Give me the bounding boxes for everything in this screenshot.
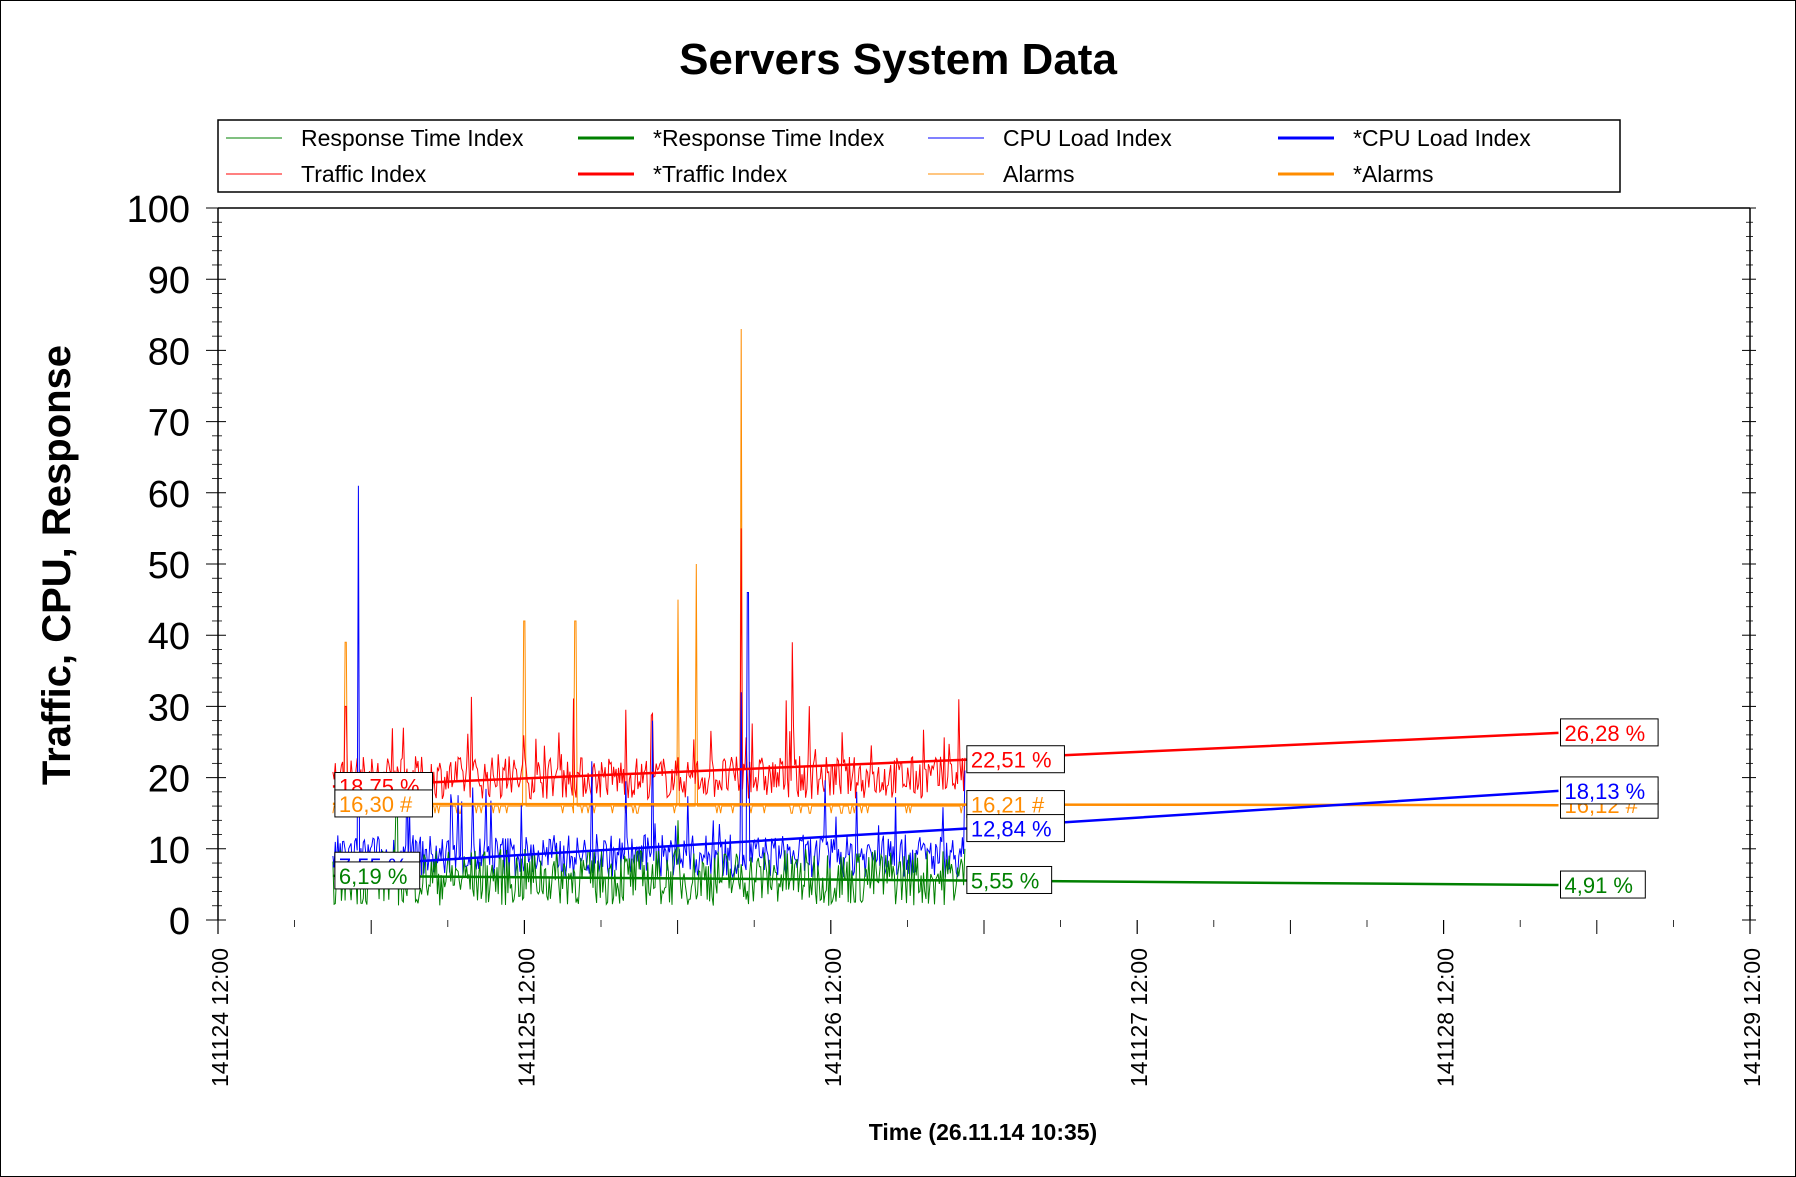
legend-item-label: Alarms [1003, 161, 1075, 187]
x-tick-label: 141124 12:00 [207, 948, 233, 1087]
x-tick-label: 141127 12:00 [1126, 948, 1152, 1087]
data-label-box [334, 861, 421, 890]
legend-box [217, 119, 1621, 193]
chart-title: Servers System Data [679, 35, 1117, 84]
x-tick-label: 141125 12:00 [513, 948, 539, 1087]
data-label: 4,91 % [1565, 873, 1634, 898]
data-label: 22,51 % [971, 748, 1052, 773]
y-tick-label: 0 [169, 901, 190, 943]
legend-item-label: *Response Time Index [653, 125, 885, 151]
y-tick-label: 100 [127, 189, 190, 231]
y-tick-label: 20 [148, 759, 190, 801]
data-label: 18,13 % [1565, 779, 1646, 804]
data-label: 16,21 # [971, 793, 1045, 818]
legend-item-label: Response Time Index [301, 125, 524, 151]
legend-item-label: *Alarms [1353, 161, 1434, 187]
plot-area: 0 10 20 30 40 50 60 70 80 90 100 141124 12:00 141125… [127, 189, 1765, 1087]
y-tick-label: 90 [148, 260, 190, 302]
y-tick-label: 80 [148, 331, 190, 373]
y-axis-label: Traffic, CPU, Response [35, 345, 79, 785]
trend-line-star-alarms [332, 802, 1559, 807]
trend-line-star-traffic-index [332, 731, 1559, 788]
data-label-box [966, 790, 1065, 819]
y-tick-label: 50 [148, 545, 190, 587]
data-label: 5,55 % [971, 868, 1040, 893]
legend-item-label: CPU Load Index [1003, 125, 1172, 151]
y-tick-label: 70 [148, 403, 190, 445]
data-label-box [1560, 870, 1646, 899]
data-label-box [966, 865, 1053, 894]
series-line-response-time-index [332, 798, 966, 906]
y-tick-label: 40 [148, 616, 190, 658]
data-label: 12,84 % [971, 817, 1052, 842]
x-tick-label: 141129 12:00 [1739, 948, 1765, 1087]
data-label-box [334, 789, 433, 818]
data-label-box [1560, 718, 1659, 747]
y-tick-label: 10 [148, 830, 190, 872]
data-label: 16,30 # [339, 792, 413, 817]
data-label: 26,28 % [1565, 721, 1646, 746]
series-line-traffic-index [332, 528, 966, 801]
y-tick-label: 60 [148, 474, 190, 516]
data-label-box [966, 814, 1065, 843]
legend-item-label: *Traffic Index [653, 161, 788, 187]
y-tick-label: 30 [148, 687, 190, 729]
x-tick-label: 141126 12:00 [820, 948, 846, 1087]
series-line-alarms [332, 328, 965, 814]
trend-line-star-cpu-load-index [332, 789, 1559, 868]
trend-line-star-response-time-index [332, 874, 1559, 887]
x-tick-label: 141128 12:00 [1433, 948, 1459, 1087]
data-label: 6,19 % [339, 864, 408, 889]
data-label-box [966, 745, 1065, 774]
legend-item-label: *CPU Load Index [1353, 125, 1531, 151]
x-axis-label: Time (26.11.14 10:35) [869, 1119, 1097, 1145]
legend: Response Time Index *Response Time Index C… [217, 119, 1621, 193]
legend-item-label: Traffic Index [301, 161, 427, 187]
data-label-box [1560, 776, 1659, 805]
series-line-cpu-load-index [332, 485, 966, 879]
